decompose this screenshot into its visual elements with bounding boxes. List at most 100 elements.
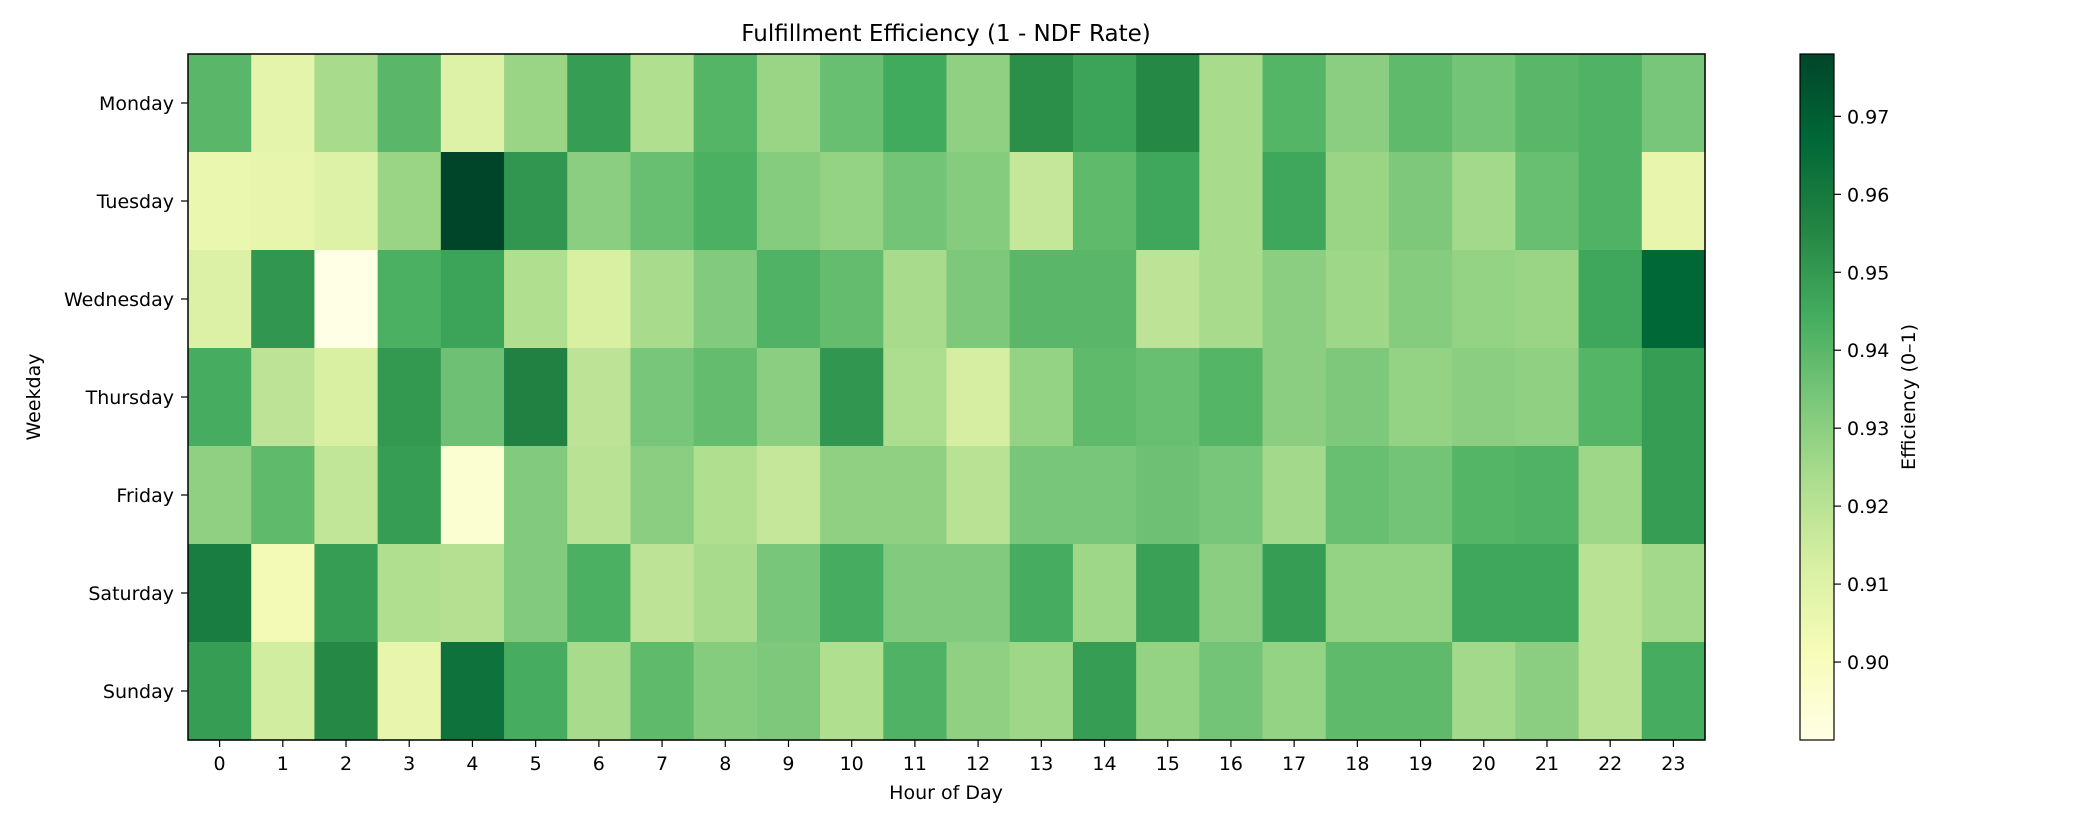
heatmap-cell	[1515, 642, 1580, 741]
x-tick-label: 8	[719, 753, 731, 775]
x-tick-label: 18	[1345, 753, 1369, 775]
heatmap-cell	[1136, 348, 1200, 447]
heatmap-cell	[630, 152, 695, 251]
heatmap-cell	[1641, 152, 1706, 251]
heatmap-cell	[188, 152, 252, 251]
heatmap-cell	[1262, 544, 1327, 643]
heatmap-cell	[1072, 544, 1137, 643]
x-tick-label: 9	[782, 753, 794, 775]
heatmap-cell	[504, 250, 568, 349]
heatmap-cell	[377, 152, 442, 251]
heatmap-cell	[251, 250, 316, 349]
heatmap-cell	[1388, 250, 1453, 349]
heatmap-cell	[756, 446, 821, 545]
heatmap-cell	[756, 250, 821, 349]
heatmap-cells	[188, 54, 1706, 741]
heatmap-cell	[1452, 642, 1516, 741]
heatmap-cell	[1452, 544, 1516, 643]
heatmap-cell	[1199, 348, 1264, 447]
heatmap-cell	[1009, 54, 1074, 153]
heatmap-cell	[946, 54, 1011, 153]
heatmap-cell	[1136, 152, 1200, 251]
heatmap-cell	[314, 54, 379, 153]
heatmap-cell	[946, 446, 1011, 545]
heatmap-cell	[251, 54, 316, 153]
heatmap-cell	[504, 152, 568, 251]
x-tick-label: 19	[1408, 753, 1432, 775]
heatmap-cell	[820, 544, 884, 643]
heatmap-cell	[693, 152, 758, 251]
heatmap-cell	[946, 250, 1011, 349]
heatmap-cell	[883, 152, 948, 251]
heatmap-cell	[630, 54, 695, 153]
colorbar-tick-label: 0.96	[1847, 184, 1889, 206]
heatmap-cell	[1072, 348, 1137, 447]
heatmap-cell	[1009, 446, 1074, 545]
y-tick-label: Monday	[99, 93, 174, 115]
heatmap-cell	[1452, 54, 1516, 153]
heatmap-cell	[1641, 642, 1706, 741]
heatmap-cell	[1262, 152, 1327, 251]
colorbar-tick-label: 0.90	[1847, 652, 1889, 674]
heatmap-cell	[1578, 54, 1643, 153]
heatmap-cell	[1325, 152, 1390, 251]
heatmap-cell	[188, 250, 252, 349]
x-tick-label: 5	[530, 753, 542, 775]
heatmap-cell	[1388, 152, 1453, 251]
x-tick-label: 14	[1092, 753, 1116, 775]
y-tick-label: Wednesday	[64, 289, 174, 311]
heatmap-cell	[251, 544, 316, 643]
heatmap-cell	[630, 446, 695, 545]
heatmap-cell	[946, 544, 1011, 643]
y-tick-label: Thursday	[85, 387, 174, 409]
heatmap-cell	[630, 642, 695, 741]
heatmap-cell	[1578, 446, 1643, 545]
heatmap-cell	[756, 348, 821, 447]
y-tick-label: Tuesday	[96, 191, 174, 213]
heatmap-cell	[820, 250, 884, 349]
heatmap-cell	[1009, 642, 1074, 741]
x-tick-label: 3	[403, 753, 415, 775]
x-tick-label: 7	[656, 753, 668, 775]
heatmap-cell	[883, 642, 948, 741]
heatmap-cell	[1072, 642, 1137, 741]
heatmap-cell	[504, 544, 568, 643]
heatmap-cell	[188, 642, 252, 741]
chart-title: Fulfillment Efficiency (1 - NDF Rate)	[741, 21, 1150, 47]
y-axis-label: Weekday	[23, 353, 45, 440]
heatmap-cell	[314, 544, 379, 643]
heatmap-cell	[1641, 348, 1706, 447]
heatmap-cell	[693, 250, 758, 349]
heatmap-cell	[820, 642, 884, 741]
heatmap-cell	[440, 250, 505, 349]
heatmap-cell	[1452, 152, 1516, 251]
heatmap-cell	[756, 544, 821, 643]
heatmap-cell	[693, 54, 758, 153]
heatmap-cell	[1452, 348, 1516, 447]
heatmap-cell	[1641, 54, 1706, 153]
heatmap-cell	[1072, 54, 1137, 153]
heatmap-cell	[1325, 642, 1390, 741]
heatmap-cell	[188, 544, 252, 643]
heatmap-cell	[567, 446, 632, 545]
heatmap-cell	[314, 152, 379, 251]
heatmap-cell	[693, 348, 758, 447]
x-tick-label: 23	[1661, 753, 1685, 775]
heatmap-cell	[1072, 250, 1137, 349]
heatmap-cell	[1009, 544, 1074, 643]
colorbar-ticks: 0.90 0.91 0.92 0.93 0.94 0.95 0.96 0.97	[1834, 106, 1889, 674]
heatmap-cell	[1515, 446, 1580, 545]
heatmap-cell	[1388, 544, 1453, 643]
heatmap-cell	[883, 348, 948, 447]
heatmap-cell	[1515, 544, 1580, 643]
x-tick-label: 11	[903, 753, 927, 775]
heatmap-cell	[1009, 348, 1074, 447]
heatmap-cell	[251, 348, 316, 447]
heatmap-cell	[630, 348, 695, 447]
heatmap-cell	[567, 544, 632, 643]
heatmap-cell	[693, 642, 758, 741]
colorbar-tick-label: 0.92	[1847, 496, 1889, 518]
heatmap-cell	[377, 250, 442, 349]
heatmap-cell	[1199, 446, 1264, 545]
colorbar-tick-label: 0.97	[1847, 106, 1889, 128]
